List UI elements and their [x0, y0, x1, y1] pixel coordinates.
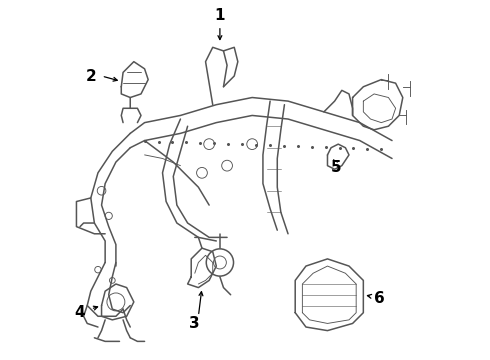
Text: 5: 5: [331, 160, 342, 175]
Text: 3: 3: [190, 316, 200, 331]
Text: 2: 2: [85, 68, 96, 84]
Text: 6: 6: [374, 291, 385, 306]
Text: 4: 4: [75, 305, 85, 320]
Text: 1: 1: [215, 8, 225, 23]
